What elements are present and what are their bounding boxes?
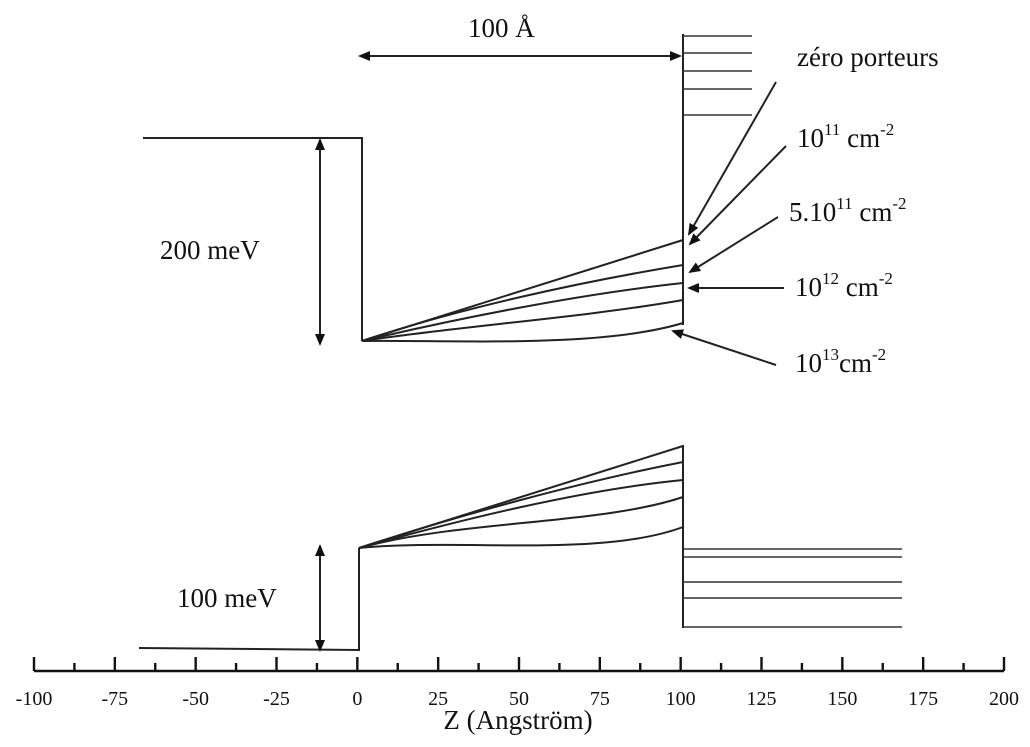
z-axis-tick-label: -25: [263, 688, 290, 710]
v-curve-1e11: [358, 461, 684, 549]
curve-1e12: [361, 299, 684, 342]
curve-1e11: [361, 264, 684, 342]
z-axis-tick-label: 125: [747, 688, 777, 710]
v-curve-1e13: [358, 526, 684, 549]
z-axis-tick-label: 175: [908, 688, 938, 710]
curve-1e13: [361, 322, 684, 343]
pointer-1e13: [671, 329, 777, 366]
pointer-5e11: [688, 216, 779, 274]
label-1e12: 1012 cm-2: [795, 269, 893, 302]
conduction-offset-label: 200 meV: [160, 235, 260, 265]
z-axis-tick-label: 150: [827, 688, 857, 710]
valence-band-edge: [138, 548, 360, 652]
label-1e13: 1013cm-2: [795, 345, 886, 378]
conduction-band-edge: [143, 137, 363, 341]
well-width-label: 100 Å: [468, 13, 535, 43]
valence-levels-right: [683, 548, 902, 628]
label-1e11: 1011 cm-2: [797, 120, 894, 153]
valence-band: [138, 445, 902, 652]
curve-5e11: [361, 282, 684, 342]
z-axis-tick-label: -75: [101, 688, 128, 710]
valence-offset-label: 100 meV: [177, 583, 277, 613]
subband-levels-right: [683, 35, 752, 116]
z-axis-title: Z (Angström): [443, 705, 592, 735]
pointer-1e11: [688, 145, 787, 246]
z-axis-tick-label: -50: [182, 688, 209, 710]
label-zero-carriers: zéro porteurs: [797, 42, 939, 72]
label-5e11: 5.1011 cm-2: [789, 194, 907, 227]
z-axis-tick-label: 0: [352, 688, 362, 710]
z-axis-tick-label: 50: [509, 688, 529, 710]
z-axis-tick-label: 25: [428, 688, 448, 710]
conduction-band: [143, 34, 752, 343]
v-curve-1e12: [358, 496, 684, 549]
pointer-zero: [688, 81, 777, 236]
z-axis-tick-label: 200: [989, 688, 1019, 710]
z-axis-tick-label: -100: [16, 688, 53, 710]
v-curve-5e11: [358, 479, 684, 549]
z-axis-tick-label: 100: [666, 688, 696, 710]
z-axis-tick-label: 75: [590, 688, 610, 710]
z-axis: -100 -75 -50 -25 0 25 50 75 100 125 150 175 200: [16, 657, 1019, 710]
